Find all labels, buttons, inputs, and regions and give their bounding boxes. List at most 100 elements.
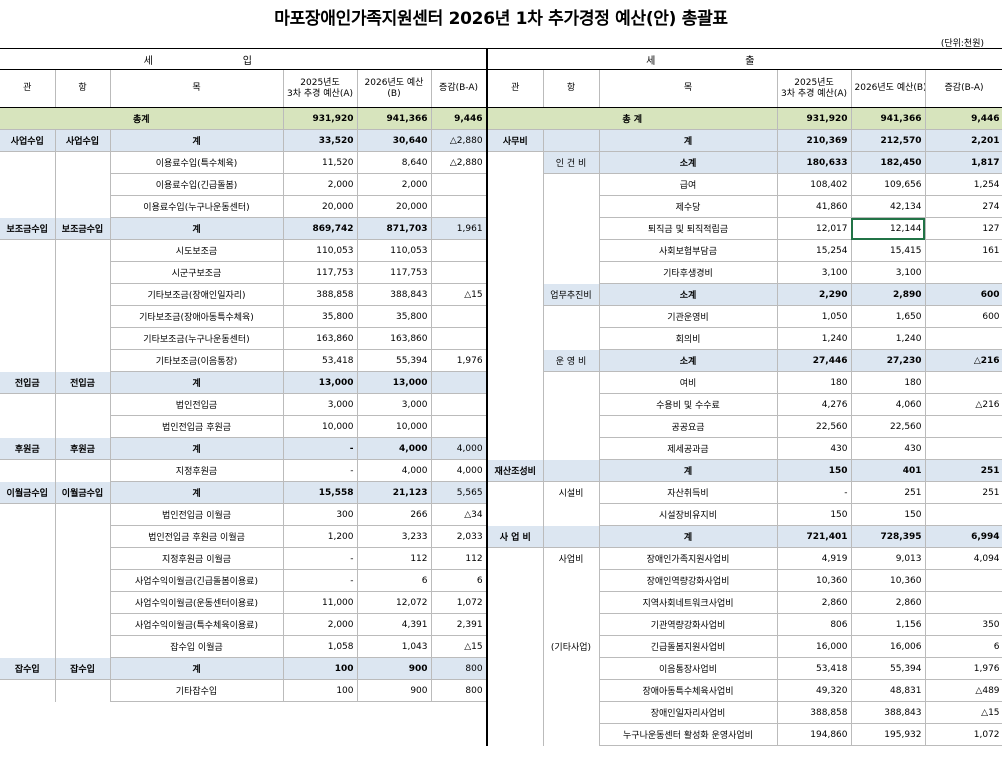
value-b[interactable]: 35,800 xyxy=(357,305,432,328)
hang-cell[interactable] xyxy=(543,261,600,284)
gwan-cell[interactable] xyxy=(0,393,56,416)
mok-cell[interactable]: 사업수익이월금(특수체육이용료) xyxy=(110,613,284,636)
gwan-cell[interactable] xyxy=(0,151,56,174)
hang-cell[interactable] xyxy=(543,437,600,460)
gwan-cell[interactable] xyxy=(0,635,56,658)
value-a[interactable]: 12,017 xyxy=(777,217,852,240)
value-a[interactable]: 100 xyxy=(283,679,358,702)
hang-cell[interactable] xyxy=(55,283,111,306)
value-b[interactable]: 10,360 xyxy=(851,569,926,592)
total-diff[interactable]: 9,446 xyxy=(431,107,487,130)
hang-cell[interactable] xyxy=(543,657,600,680)
column-header[interactable]: 관 xyxy=(487,69,544,108)
gwan-cell[interactable] xyxy=(487,393,544,416)
mok-cell[interactable]: 사업수익이월금(운동센터이용료) xyxy=(110,591,284,614)
value-diff[interactable] xyxy=(925,261,1002,284)
value-diff[interactable]: 112 xyxy=(431,547,487,570)
gwan-cell[interactable] xyxy=(487,723,544,746)
gwan-cell[interactable] xyxy=(487,415,544,438)
value-a[interactable]: 388,858 xyxy=(777,701,852,724)
hang-cell[interactable] xyxy=(543,371,600,394)
mok-cell[interactable]: 법인전입금 이월금 xyxy=(110,503,284,526)
mok-cell[interactable]: 계 xyxy=(110,437,284,460)
value-diff[interactable]: △15 xyxy=(431,283,487,306)
value-a[interactable]: 117,753 xyxy=(283,261,358,284)
value-a[interactable]: 15,558 xyxy=(283,481,358,504)
value-a[interactable]: 4,276 xyxy=(777,393,852,416)
value-a[interactable]: 10,360 xyxy=(777,569,852,592)
value-b[interactable]: 388,843 xyxy=(851,701,926,724)
section-title[interactable]: 세입 xyxy=(0,48,487,70)
mok-cell[interactable]: 기타보조금(이음통장) xyxy=(110,349,284,372)
mok-cell[interactable]: 지정후원금 이월금 xyxy=(110,547,284,570)
total-label[interactable]: 총계 xyxy=(0,107,284,130)
hang-cell[interactable]: 전입금 xyxy=(55,371,111,394)
hang-cell[interactable] xyxy=(55,635,111,658)
value-a[interactable]: - xyxy=(283,547,358,570)
gwan-cell[interactable]: 사업수입 xyxy=(0,129,56,152)
gwan-cell[interactable] xyxy=(487,437,544,460)
hang-cell[interactable] xyxy=(55,151,111,174)
value-b[interactable]: 12,144 xyxy=(851,217,926,240)
value-diff[interactable]: △34 xyxy=(431,503,487,526)
mok-cell[interactable]: 급여 xyxy=(599,173,778,196)
mok-cell[interactable]: 이용료수입(긴급돌봄) xyxy=(110,173,284,196)
value-b[interactable]: 22,560 xyxy=(851,415,926,438)
column-header[interactable]: 2026년도 예산(B) xyxy=(851,69,926,108)
value-a[interactable]: 53,418 xyxy=(283,349,358,372)
mok-cell[interactable]: 이용료수입(특수체육) xyxy=(110,151,284,174)
gwan-cell[interactable] xyxy=(0,503,56,526)
mok-cell[interactable]: 제세공과금 xyxy=(599,437,778,460)
value-b[interactable]: 728,395 xyxy=(851,525,926,548)
mok-cell[interactable]: 계 xyxy=(110,129,284,152)
hang-cell[interactable] xyxy=(543,679,600,702)
hang-cell[interactable] xyxy=(55,569,111,592)
gwan-cell[interactable] xyxy=(0,305,56,328)
value-b[interactable]: 55,394 xyxy=(851,657,926,680)
gwan-cell[interactable] xyxy=(0,547,56,570)
mok-cell[interactable]: 누구나운동센터 활성화 운영사업비 xyxy=(599,723,778,746)
value-diff[interactable]: 251 xyxy=(925,481,1002,504)
gwan-cell[interactable] xyxy=(487,283,544,306)
gwan-cell[interactable] xyxy=(0,679,56,702)
value-a[interactable]: 430 xyxy=(777,437,852,460)
mok-cell[interactable]: 잡수입 이월금 xyxy=(110,635,284,658)
value-b[interactable]: 6 xyxy=(357,569,432,592)
gwan-cell[interactable] xyxy=(0,415,56,438)
hang-cell[interactable] xyxy=(55,415,111,438)
mok-cell[interactable]: 장애아동특수체육사업비 xyxy=(599,679,778,702)
total-a[interactable]: 931,920 xyxy=(777,107,852,130)
gwan-cell[interactable]: 사무비 xyxy=(487,129,544,152)
hang-cell[interactable] xyxy=(543,305,600,328)
value-a[interactable]: 1,050 xyxy=(777,305,852,328)
value-a[interactable]: 20,000 xyxy=(283,195,358,218)
gwan-cell[interactable] xyxy=(487,305,544,328)
gwan-cell[interactable] xyxy=(487,481,544,504)
mok-cell[interactable]: 계 xyxy=(599,525,778,548)
hang-cell[interactable]: 사업수입 xyxy=(55,129,111,152)
hang-cell[interactable] xyxy=(55,547,111,570)
value-diff[interactable]: 4,000 xyxy=(431,459,487,482)
gwan-cell[interactable] xyxy=(0,283,56,306)
value-b[interactable]: 900 xyxy=(357,679,432,702)
gwan-cell[interactable] xyxy=(0,459,56,482)
value-b[interactable]: 112 xyxy=(357,547,432,570)
value-diff[interactable]: △489 xyxy=(925,679,1002,702)
gwan-cell[interactable] xyxy=(0,261,56,284)
value-diff[interactable]: △2,880 xyxy=(431,151,487,174)
mok-cell[interactable]: 시군구보조금 xyxy=(110,261,284,284)
value-b[interactable]: 21,123 xyxy=(357,481,432,504)
value-a[interactable]: 300 xyxy=(283,503,358,526)
value-a[interactable]: 35,800 xyxy=(283,305,358,328)
gwan-cell[interactable] xyxy=(487,679,544,702)
hang-cell[interactable] xyxy=(543,239,600,262)
value-a[interactable]: 41,860 xyxy=(777,195,852,218)
value-diff[interactable]: 2,391 xyxy=(431,613,487,636)
value-b[interactable]: 13,000 xyxy=(357,371,432,394)
value-diff[interactable] xyxy=(925,327,1002,350)
value-diff[interactable] xyxy=(431,261,487,284)
column-header[interactable]: 목 xyxy=(110,69,284,108)
mok-cell[interactable]: 수용비 및 수수료 xyxy=(599,393,778,416)
value-a[interactable]: 388,858 xyxy=(283,283,358,306)
mok-cell[interactable]: 퇴직금 및 퇴직적립금 xyxy=(599,217,778,240)
